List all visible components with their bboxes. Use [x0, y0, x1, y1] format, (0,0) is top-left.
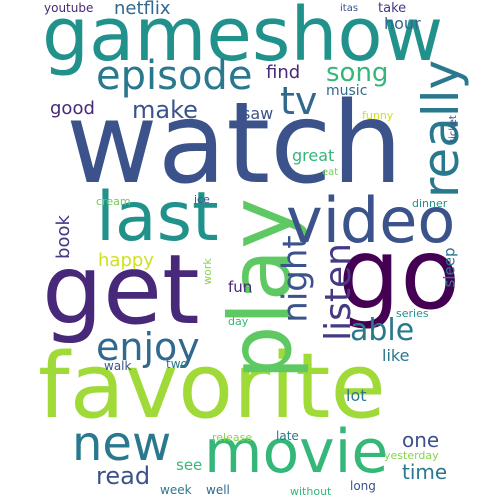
- word-tv: tv: [280, 79, 318, 123]
- word-cream: cream: [96, 195, 131, 208]
- word-sleep: sleep: [440, 247, 459, 288]
- word-late: late: [276, 429, 299, 443]
- word-netflix: netflix: [114, 0, 171, 19]
- word-work: work: [200, 258, 214, 285]
- word-lot: lot: [346, 386, 367, 405]
- word-release: release: [212, 431, 253, 444]
- word-youtube: youtube: [44, 1, 94, 15]
- word-new: new: [72, 416, 172, 472]
- word-day: day: [228, 315, 249, 328]
- word-enjoy: enjoy: [96, 325, 200, 369]
- word-week: week: [160, 483, 192, 497]
- word-fun: fun: [228, 278, 253, 296]
- word-video: video: [286, 184, 456, 257]
- word-book: book: [52, 215, 74, 259]
- word-long: long: [350, 479, 376, 493]
- word-night: night: [275, 235, 316, 323]
- word-song: song: [326, 58, 389, 88]
- word-music: music: [326, 83, 368, 99]
- word-get: get: [42, 234, 200, 346]
- word-eat: eat: [322, 167, 339, 178]
- word-watch: watch: [66, 79, 403, 209]
- word-take: take: [378, 1, 407, 16]
- word-itas: itas: [340, 3, 359, 14]
- word-like: like: [382, 346, 410, 365]
- word-funny: funny: [362, 109, 394, 122]
- word-make: make: [132, 96, 198, 124]
- word-movie: movie: [204, 417, 389, 487]
- word-see: see: [176, 456, 203, 474]
- word-last: last: [96, 178, 219, 257]
- word-hour: hour: [384, 14, 421, 33]
- word-well: well: [206, 483, 230, 497]
- word-ice: ice: [194, 193, 210, 206]
- word-favorite: favorite: [38, 334, 386, 439]
- word-one: one: [402, 428, 440, 452]
- word-time: time: [402, 460, 448, 484]
- word-great: great: [292, 146, 335, 165]
- word-read: read: [96, 462, 151, 490]
- word-good: good: [50, 98, 95, 119]
- word-gameshow: gameshow: [42, 0, 444, 78]
- word-yesterday: yesterday: [384, 449, 439, 462]
- word-saw: saw: [242, 104, 274, 123]
- word-go: go: [338, 218, 461, 332]
- word-find: find: [266, 62, 301, 83]
- word-dinner: dinner: [412, 197, 448, 210]
- word-without: without: [290, 485, 332, 498]
- word-series: series: [396, 307, 429, 320]
- word-ticket: ticket: [447, 115, 459, 143]
- word-walk: walk: [104, 359, 132, 373]
- word-happy: happy: [98, 250, 154, 271]
- word-episode: episode: [96, 53, 253, 99]
- word-two: two: [166, 357, 188, 371]
- word-able: able: [350, 313, 415, 348]
